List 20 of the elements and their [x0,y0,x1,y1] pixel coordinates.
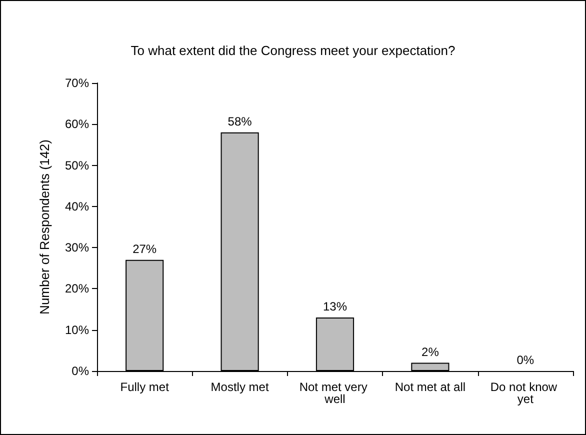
data-label: 58% [228,114,252,128]
x-tick-label: Do not know yet [490,380,560,406]
x-tick-label: Fully met [120,380,170,394]
y-axis-title: Number of Respondents (142) [37,140,52,314]
data-label: 0% [516,353,534,367]
data-label: 27% [132,242,157,256]
x-tick-label: Mostly met [210,380,270,394]
y-tick-label: 20% [64,282,90,296]
y-tick-label: 40% [64,199,90,214]
y-tick-label: 70% [64,76,90,90]
y-tick-label: 60% [64,117,90,132]
data-label: 13% [322,300,348,314]
y-tick-label: 10% [64,322,90,337]
chart-title: To what extent did the Congress meet your expectation? [130,43,456,58]
y-tick-label: 30% [64,240,90,255]
y-tick-label: 50% [64,158,90,172]
data-label: 2% [422,344,440,359]
x-tick-label: Not met at all [394,380,466,394]
x-tick-label: Not met very well [299,380,371,406]
y-tick-label: 0% [72,364,90,378]
